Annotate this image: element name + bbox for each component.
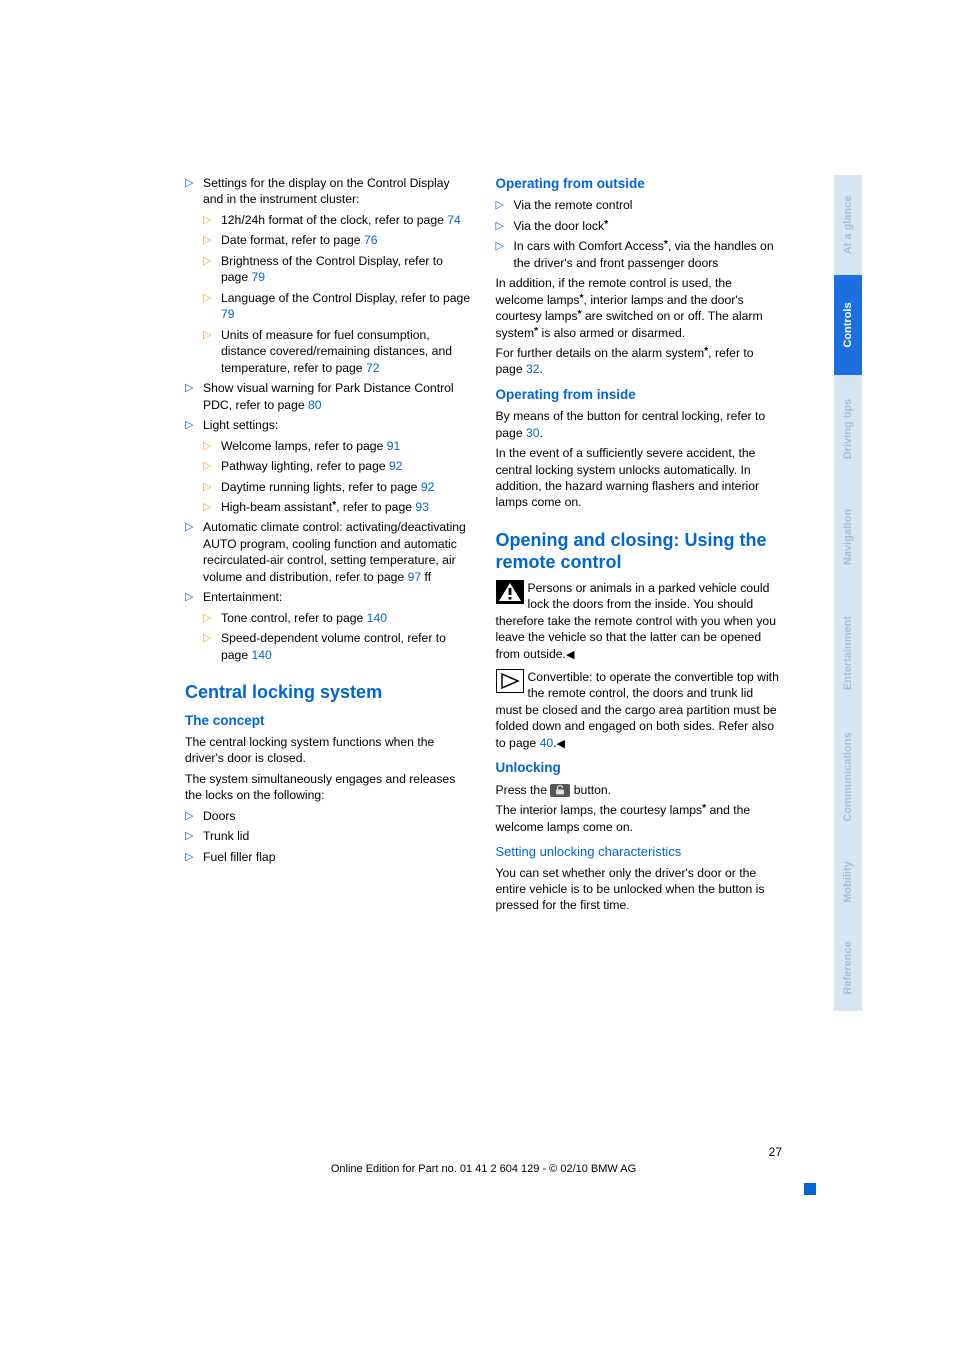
tab-label: Entertainment bbox=[842, 616, 854, 690]
page-ref[interactable]: 40 bbox=[540, 736, 554, 750]
unlock-button-icon bbox=[550, 784, 570, 797]
operating-inside-p2: In the event of a sufficiently severe ac… bbox=[496, 445, 783, 511]
side-tabs: At a glance Controls Driving tips Navigatio… bbox=[834, 175, 862, 1011]
footer-text: Online Edition for Part no. 01 41 2 604 … bbox=[331, 1163, 636, 1175]
list-item: In cars with Comfort Access*, via the ha… bbox=[496, 238, 783, 271]
operating-outside-p2: For further details on the alarm system*… bbox=[496, 345, 783, 378]
tab-reference[interactable]: Reference bbox=[834, 925, 862, 1011]
concept-list: Doors Trunk lid Fuel filler flap bbox=[185, 808, 472, 865]
info-icon bbox=[496, 669, 524, 693]
list-item: High-beam assistant*, refer to page 93 bbox=[203, 499, 472, 515]
page-ref[interactable]: 30 bbox=[526, 426, 540, 440]
operating-outside-list: Via the remote control Via the door lock*… bbox=[496, 197, 783, 271]
footer-marker bbox=[804, 1183, 816, 1195]
left-column: Settings for the display on the Control … bbox=[185, 175, 472, 918]
list-item: Show visual warning for Park Distance Co… bbox=[185, 380, 472, 413]
list-item: Settings for the display on the Control … bbox=[185, 175, 472, 376]
list-item: Via the remote control bbox=[496, 197, 783, 213]
heading-unlocking: Unlocking bbox=[496, 759, 783, 777]
heading-operating-outside: Operating from outside bbox=[496, 175, 783, 193]
page-ref[interactable]: 74 bbox=[447, 213, 461, 227]
operating-outside-p1: In addition, if the remote control is us… bbox=[496, 275, 783, 341]
footer: 27 Online Edition for Part no. 01 41 2 6… bbox=[185, 1163, 782, 1175]
heading-concept: The concept bbox=[185, 712, 472, 730]
list-item: Via the door lock* bbox=[496, 218, 783, 234]
tab-entertainment[interactable]: Entertainment bbox=[834, 591, 862, 715]
tab-navigation[interactable]: Navigation bbox=[834, 483, 862, 591]
operating-inside-p1: By means of the button for central locki… bbox=[496, 408, 783, 441]
unlocking-p2: The interior lamps, the courtesy lamps* … bbox=[496, 802, 783, 835]
tab-label: Mobility bbox=[842, 861, 854, 903]
concept-p2: The system simultaneously engages and re… bbox=[185, 771, 472, 804]
page-ref[interactable]: 72 bbox=[366, 361, 380, 375]
page-ref[interactable]: 93 bbox=[415, 500, 429, 514]
page-ref[interactable]: 79 bbox=[252, 270, 266, 284]
page-ref[interactable]: 140 bbox=[367, 611, 387, 625]
warning-note: Persons or animals in a parked vehicle c… bbox=[496, 580, 783, 663]
list-item: Language of the Control Display, refer t… bbox=[203, 290, 472, 323]
list-item: Units of measure for fuel consumption, d… bbox=[203, 327, 472, 376]
tab-mobility[interactable]: Mobility bbox=[834, 839, 862, 925]
list-item: Welcome lamps, refer to page 91 bbox=[203, 438, 472, 454]
list-item: Light settings:Welcome lamps, refer to p… bbox=[185, 417, 472, 515]
concept-p1: The central locking system functions whe… bbox=[185, 734, 472, 767]
page-ref[interactable]: 97 bbox=[408, 570, 422, 584]
list-item: Entertainment:Tone control, refer to pag… bbox=[185, 589, 472, 663]
unlocking-p1: Press the button. bbox=[496, 782, 783, 798]
tab-communications[interactable]: Communications bbox=[834, 715, 862, 839]
tab-label: Controls bbox=[842, 302, 854, 347]
list-item: Date format, refer to page 76 bbox=[203, 232, 472, 248]
heading-central-locking: Central locking system bbox=[185, 681, 472, 704]
heading-setting-unlocking: Setting unlocking characteristics bbox=[496, 843, 783, 861]
page-ref[interactable]: 92 bbox=[421, 480, 435, 494]
list-item: Speed-dependent volume control, refer to… bbox=[203, 630, 472, 663]
tab-at-a-glance[interactable]: At a glance bbox=[834, 175, 862, 275]
tab-label: Driving tips bbox=[842, 399, 854, 460]
list-item: Fuel filler flap bbox=[185, 849, 472, 865]
list-item: Brightness of the Control Display, refer… bbox=[203, 253, 472, 286]
right-column: Operating from outside Via the remote co… bbox=[496, 175, 783, 918]
page-ref[interactable]: 80 bbox=[308, 398, 322, 412]
list-item: Trunk lid bbox=[185, 828, 472, 844]
heading-operating-inside: Operating from inside bbox=[496, 386, 783, 404]
tab-label: Navigation bbox=[842, 509, 854, 565]
warning-icon bbox=[496, 580, 524, 604]
page-number: 27 bbox=[722, 1145, 782, 1159]
tab-label: At a glance bbox=[842, 196, 854, 255]
page-ref[interactable]: 91 bbox=[387, 439, 401, 453]
list-item: Tone control, refer to page 140 bbox=[203, 610, 472, 626]
list-item: Doors bbox=[185, 808, 472, 824]
list-item: 12h/24h format of the clock, refer to pa… bbox=[203, 212, 472, 228]
tab-driving-tips[interactable]: Driving tips bbox=[834, 375, 862, 483]
settings-list: Settings for the display on the Control … bbox=[185, 175, 472, 663]
list-item: Daytime running lights, refer to page 92 bbox=[203, 479, 472, 495]
list-item: Pathway lighting, refer to page 92 bbox=[203, 458, 472, 474]
page-ref[interactable]: 32 bbox=[526, 362, 540, 376]
heading-opening-closing: Opening and closing: Using the remote co… bbox=[496, 529, 783, 574]
page-ref[interactable]: 140 bbox=[252, 648, 272, 662]
tab-label: Communications bbox=[842, 732, 854, 821]
setting-unlocking-p: You can set whether only the driver's do… bbox=[496, 865, 783, 914]
page-ref[interactable]: 92 bbox=[389, 459, 403, 473]
page-ref[interactable]: 79 bbox=[221, 307, 235, 321]
list-item: Automatic climate control: activating/de… bbox=[185, 519, 472, 585]
page-ref[interactable]: 76 bbox=[364, 233, 378, 247]
tab-controls[interactable]: Controls bbox=[834, 275, 862, 375]
tab-label: Reference bbox=[842, 941, 854, 994]
info-note: Convertible: to operate the convertible … bbox=[496, 669, 783, 752]
